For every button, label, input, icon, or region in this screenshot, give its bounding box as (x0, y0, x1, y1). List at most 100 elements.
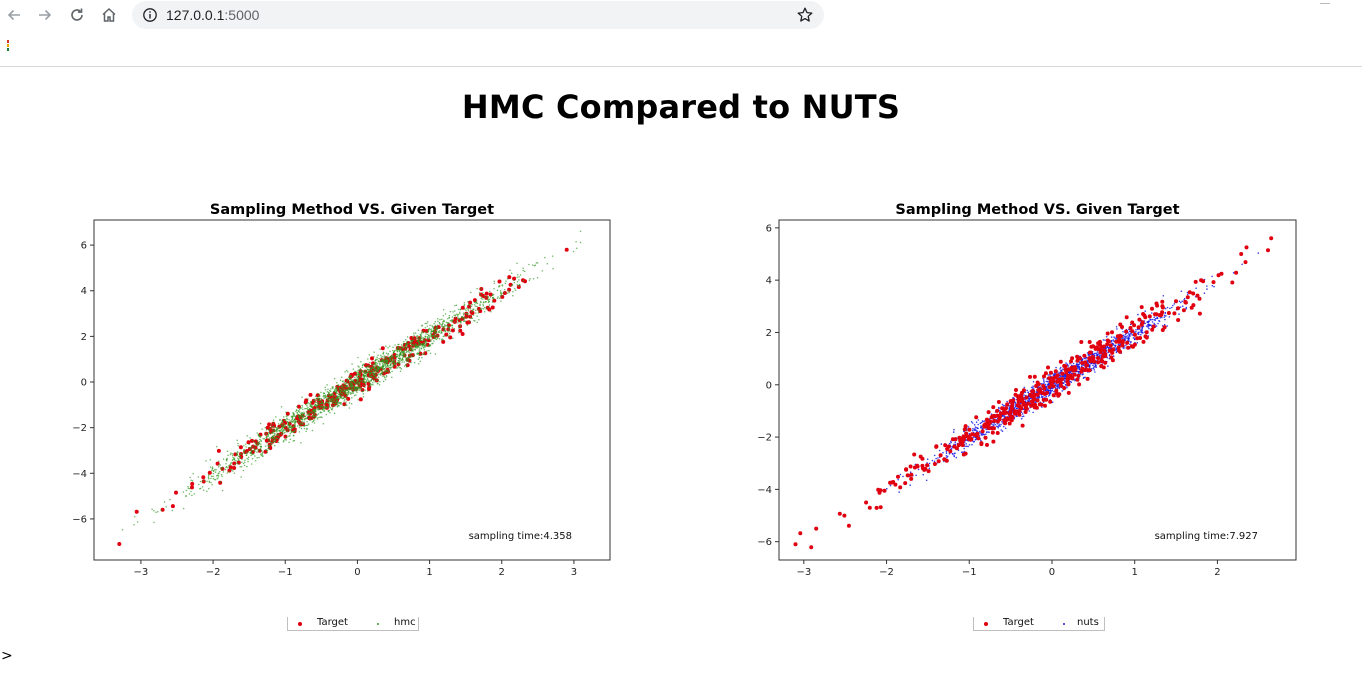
hmc-point (480, 288, 482, 290)
hmc-point (528, 279, 531, 281)
hmc-point (273, 431, 275, 433)
hmc-point (475, 300, 478, 302)
hmc-point (308, 402, 311, 405)
nuts-point (1138, 331, 1140, 333)
hmc-point (536, 276, 539, 279)
back-button[interactable] (2, 3, 26, 27)
nuts-point (945, 450, 948, 453)
address-bar[interactable]: 127.0.0.1:5000 (132, 1, 824, 29)
x-tick-label: 0 (1049, 567, 1055, 578)
hmc-point (292, 426, 295, 429)
hmc-point (414, 346, 417, 349)
hmc-point (337, 395, 340, 398)
hmc-point (400, 359, 403, 362)
hmc-point (364, 372, 366, 375)
hmc-point (393, 360, 395, 362)
target-point (216, 448, 221, 453)
hmc-point (445, 321, 448, 324)
hmc-point (243, 464, 246, 467)
target-point (507, 275, 512, 280)
hmc-point (374, 363, 376, 365)
hmc-point (298, 431, 301, 433)
hmc-point (378, 368, 380, 371)
hmc-point (482, 301, 485, 304)
url-host: 127.0.0.1 (166, 7, 225, 23)
nuts-point (1096, 351, 1099, 353)
nuts-point (972, 436, 975, 439)
target-point (1028, 374, 1032, 379)
hmc-point (322, 406, 324, 408)
hmc-point (226, 458, 228, 460)
hmc-point (402, 352, 404, 354)
hmc-point (287, 430, 289, 433)
hmc-point (442, 320, 444, 323)
hmc-point (151, 508, 153, 511)
hmc-point (272, 422, 275, 424)
hmc-point (493, 280, 495, 283)
hmc-point (229, 453, 232, 456)
hmc-point (275, 437, 278, 439)
hmc-point (387, 353, 390, 355)
hmc-point (201, 480, 204, 483)
bookmark-star-icon[interactable] (796, 6, 814, 24)
nuts-point (976, 426, 978, 429)
hmc-point (371, 377, 373, 380)
hmc-point (420, 353, 423, 355)
hmc-point (487, 295, 489, 298)
hmc-point (314, 413, 316, 416)
nuts-point (1083, 357, 1086, 360)
hmc-point (522, 279, 525, 282)
nuts-point (978, 435, 981, 437)
hmc-point (290, 420, 293, 422)
hmc-point (288, 435, 290, 437)
hmc-point (478, 309, 480, 312)
hmc-point (404, 346, 406, 349)
hmc-point (310, 402, 312, 404)
nuts-point (1141, 328, 1143, 331)
hmc-point (412, 336, 414, 338)
hmc-point (462, 317, 464, 319)
hmc-point (392, 354, 395, 357)
sampling-time-annotation: sampling time:4.358 (469, 531, 572, 542)
target-point (1099, 347, 1103, 352)
hmc-point (345, 369, 348, 372)
hmc-point (309, 419, 311, 422)
info-icon[interactable] (142, 7, 158, 23)
target-point (1077, 382, 1082, 387)
hmc-point (404, 338, 407, 341)
nuts-point (1107, 351, 1109, 354)
nuts-point (925, 479, 928, 482)
hmc-point (189, 476, 191, 479)
hmc-point (211, 467, 214, 470)
hmc-point (396, 367, 398, 369)
nuts-point (1086, 352, 1089, 354)
hmc-point (516, 262, 518, 265)
hmc-point (310, 418, 312, 421)
nuts-point (1035, 391, 1037, 393)
hmc-point (499, 289, 502, 292)
nuts-point (1049, 391, 1052, 394)
nuts-point (1004, 415, 1006, 418)
hmc-point (259, 438, 261, 441)
hmc-chart-svg: Sampling Method VS. Given Target−3 −2 −1 0 1… (72, 202, 611, 578)
hmc-point (355, 394, 357, 396)
nuts-point (1163, 314, 1166, 317)
hmc-point (407, 350, 410, 352)
hmc-point (322, 395, 325, 398)
home-button[interactable] (97, 3, 121, 27)
hmc-point (400, 368, 403, 370)
hmc-point (291, 431, 294, 433)
hmc-point (376, 368, 378, 371)
url-text[interactable]: 127.0.0.1:5000 (166, 7, 259, 23)
forward-button[interactable] (33, 3, 57, 27)
reload-button[interactable] (65, 3, 89, 27)
hmc-point (447, 326, 449, 329)
hmc-point (274, 436, 277, 439)
hmc-point (250, 463, 253, 465)
hmc-point (487, 296, 489, 299)
hmc-point (476, 321, 478, 324)
hmc-point (522, 269, 525, 272)
nuts-point (1153, 316, 1155, 318)
hmc-point (378, 362, 381, 365)
nuts-point (1206, 285, 1208, 287)
